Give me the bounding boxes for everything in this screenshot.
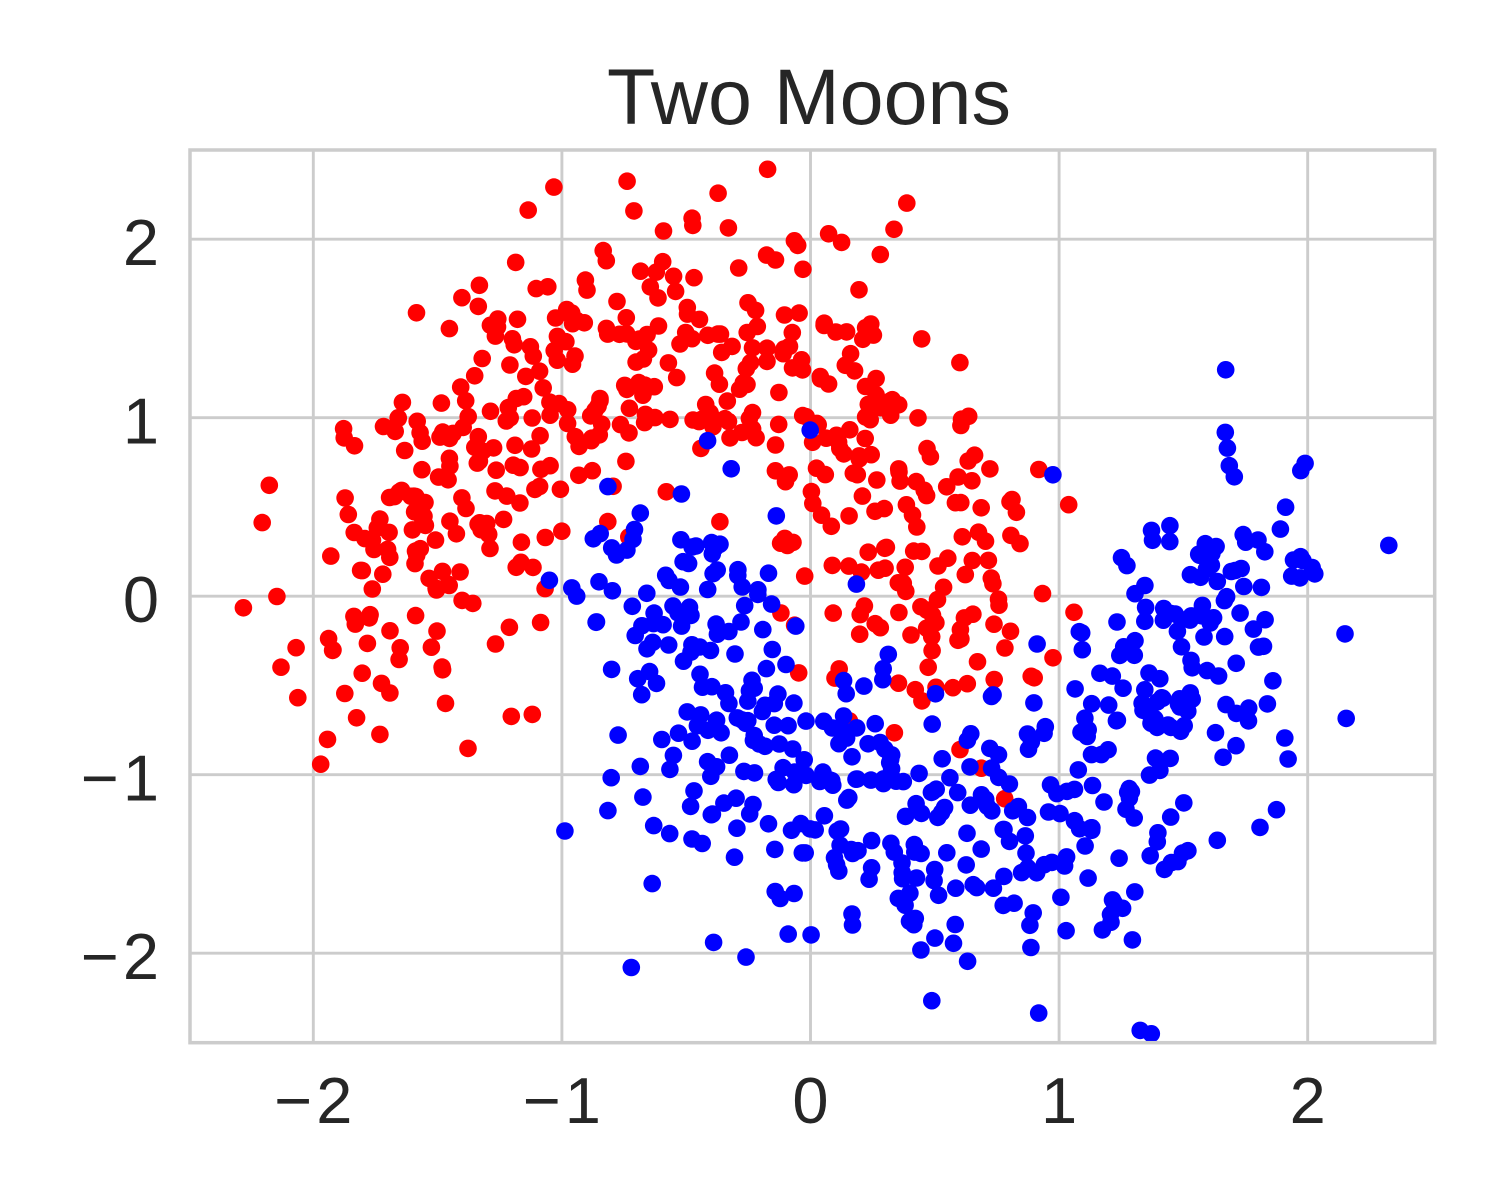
svg-text:−1: −1 bbox=[81, 742, 163, 815]
svg-text:1: 1 bbox=[123, 385, 163, 458]
svg-text:Two Moons: Two Moons bbox=[607, 52, 1011, 141]
svg-text:2: 2 bbox=[1290, 1064, 1330, 1137]
svg-text:0: 0 bbox=[792, 1064, 832, 1137]
svg-text:−2: −2 bbox=[81, 920, 163, 993]
svg-text:1: 1 bbox=[1041, 1064, 1081, 1137]
svg-text:−2: −2 bbox=[274, 1064, 356, 1137]
svg-text:−1: −1 bbox=[523, 1064, 605, 1137]
svg-text:2: 2 bbox=[123, 206, 163, 279]
svg-text:0: 0 bbox=[123, 563, 163, 636]
